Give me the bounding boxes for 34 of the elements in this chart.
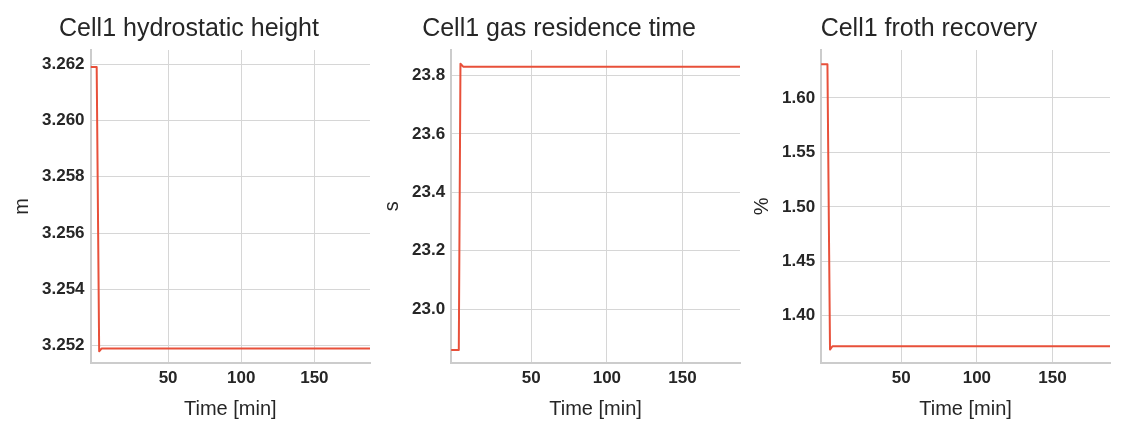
y-axis-title: m xyxy=(9,197,32,215)
x-tick-label: 150 xyxy=(668,368,697,388)
y-axis-title: % xyxy=(749,197,772,216)
x-tick-label: 50 xyxy=(158,368,178,388)
x-axis-title: Time [min] xyxy=(919,396,1012,419)
chart-title: Cell1 gas residence time xyxy=(422,12,696,41)
y-tick-label: 3.260 xyxy=(41,110,85,130)
x-tick-label: 150 xyxy=(1038,368,1067,388)
chart-title: Cell1 hydrostatic height xyxy=(59,12,319,41)
y-axis-title: s xyxy=(379,201,402,212)
x-tick-label: 50 xyxy=(521,368,541,388)
x-axis-title: Time [min] xyxy=(549,396,642,419)
x-tick-label: 100 xyxy=(962,368,992,388)
y-tick-label: 1.55 xyxy=(781,142,816,162)
y-tick-label: 1.60 xyxy=(781,87,816,107)
x-tick-label: 50 xyxy=(891,368,911,388)
y-tick-label: 3.262 xyxy=(41,53,85,73)
x-tick-label: 150 xyxy=(300,368,329,388)
x-axis-title: Time [min] xyxy=(183,396,277,419)
y-tick-label: 3.258 xyxy=(41,166,85,186)
chart-title: Cell1 froth recovery xyxy=(820,12,1038,41)
y-tick-label: 3.252 xyxy=(41,335,85,355)
x-tick-label: 100 xyxy=(592,368,622,388)
y-tick-label: 3.256 xyxy=(41,222,85,242)
y-tick-label: 3.254 xyxy=(41,279,86,299)
y-tick-label: 23.4 xyxy=(411,181,446,201)
y-tick-label: 23.2 xyxy=(411,240,446,260)
y-tick-label: 1.45 xyxy=(781,250,816,270)
y-tick-label: 23.0 xyxy=(411,298,446,318)
y-tick-label: 1.50 xyxy=(781,196,816,216)
x-tick-label: 100 xyxy=(227,368,256,388)
y-tick-label: 1.40 xyxy=(781,305,816,325)
y-tick-label: 23.8 xyxy=(411,65,446,85)
y-tick-label: 23.6 xyxy=(411,123,446,143)
